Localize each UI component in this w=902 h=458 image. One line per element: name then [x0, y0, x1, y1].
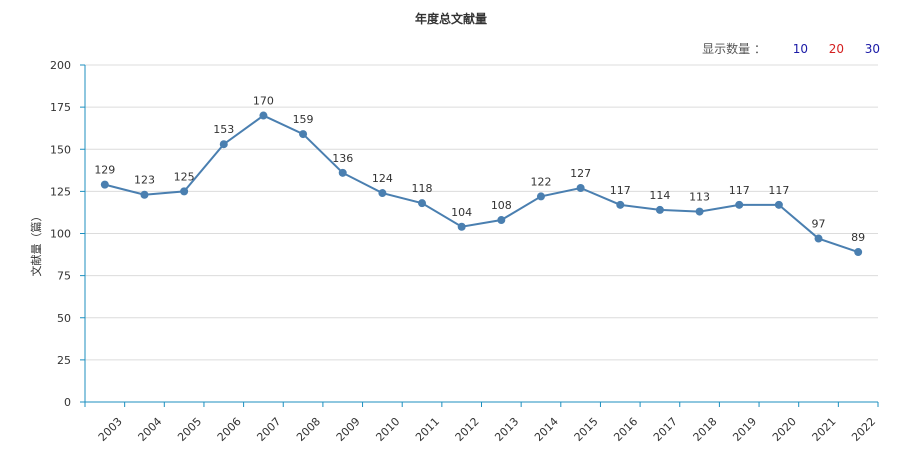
x-tick-label: 2017 — [651, 415, 680, 444]
x-tick-label: 2016 — [611, 415, 640, 444]
data-value-label: 117 — [729, 184, 750, 197]
data-value-label: 117 — [768, 184, 789, 197]
x-tick-label: 2007 — [254, 415, 283, 444]
x-tick-label: 2008 — [294, 415, 323, 444]
x-tick-label: 2010 — [373, 415, 402, 444]
data-point[interactable] — [219, 140, 228, 149]
data-points: 129 123 125 153 170 159 136 124 118 104 108 122 127 1… — [94, 95, 865, 257]
data-point[interactable] — [616, 200, 625, 209]
axes: 0 25 50 75 100 125 150 175 200 2003 2004 2005 2006 20… — [50, 59, 879, 444]
x-tick-label: 2018 — [691, 415, 720, 444]
x-tick-label: 2014 — [532, 415, 561, 444]
data-point[interactable] — [695, 207, 704, 216]
data-point[interactable] — [576, 184, 585, 193]
data-point[interactable] — [259, 111, 268, 120]
y-tick-label: 150 — [50, 143, 71, 156]
data-value-label: 170 — [253, 95, 274, 108]
y-tick-label: 50 — [57, 312, 71, 325]
data-point[interactable] — [814, 234, 823, 243]
x-tick-label: 2009 — [334, 415, 363, 444]
data-value-label: 108 — [491, 199, 512, 212]
x-tick-label: 2004 — [136, 415, 165, 444]
y-tick-label: 100 — [50, 228, 71, 241]
data-point[interactable] — [180, 187, 189, 196]
data-value-label: 125 — [174, 170, 195, 183]
y-tick-label: 0 — [64, 396, 71, 409]
display-count-selector: 显示数量 ： 10 20 30 — [702, 40, 880, 57]
data-point[interactable] — [774, 200, 783, 209]
data-point[interactable] — [140, 190, 149, 199]
y-tick-label: 200 — [50, 59, 71, 72]
data-value-label: 118 — [412, 182, 433, 195]
data-point[interactable] — [378, 189, 387, 198]
data-value-label: 104 — [451, 206, 472, 219]
chart-title: 年度总文献量 — [414, 12, 487, 26]
x-tick-label: 2013 — [492, 415, 521, 444]
x-tick-label: 2011 — [413, 415, 442, 444]
data-point[interactable] — [299, 130, 308, 139]
data-point[interactable] — [100, 180, 109, 189]
data-value-label: 97 — [812, 218, 826, 231]
data-value-label: 123 — [134, 174, 155, 187]
x-tick-label: 2022 — [849, 415, 878, 444]
display-count-20-option[interactable]: 20 — [828, 41, 844, 56]
data-point[interactable] — [655, 205, 664, 214]
display-count-30-option[interactable]: 30 — [864, 41, 880, 56]
data-value-label: 127 — [570, 167, 591, 180]
data-value-label: 114 — [649, 189, 670, 202]
data-point[interactable] — [854, 248, 863, 257]
x-tick-label: 2021 — [810, 415, 839, 444]
series-polyline — [104, 114, 859, 253]
data-point[interactable] — [497, 216, 506, 225]
data-value-label: 129 — [94, 164, 115, 177]
data-point[interactable] — [338, 168, 347, 177]
data-point[interactable] — [735, 200, 744, 209]
x-tick-label: 2003 — [96, 415, 125, 444]
x-tick-label: 2005 — [175, 415, 204, 444]
data-value-label: 122 — [530, 175, 551, 188]
data-point[interactable] — [536, 192, 545, 201]
x-tick-label: 2015 — [572, 415, 601, 444]
data-value-label: 124 — [372, 172, 393, 185]
y-tick-label: 175 — [50, 101, 71, 114]
data-point[interactable] — [418, 199, 427, 208]
data-value-label: 153 — [213, 123, 234, 136]
x-tick-label: 2019 — [730, 415, 759, 444]
data-value-label: 113 — [689, 191, 710, 204]
grid-lines — [85, 64, 878, 361]
display-count-10-option[interactable]: 10 — [792, 41, 808, 56]
x-tick-label: 2006 — [215, 415, 244, 444]
data-point[interactable] — [457, 222, 466, 231]
data-value-label: 159 — [293, 113, 314, 126]
y-axis-label: 文献量（篇） — [29, 211, 43, 277]
x-tick-label: 2012 — [453, 415, 482, 444]
series-line — [104, 114, 859, 253]
data-value-label: 89 — [851, 231, 865, 244]
y-tick-label: 125 — [50, 185, 71, 198]
x-tick-label: 2020 — [770, 415, 799, 444]
data-value-label: 136 — [332, 152, 353, 165]
data-value-label: 117 — [610, 184, 631, 197]
y-tick-label: 75 — [57, 270, 71, 283]
display-count-label: 显示数量 ： — [702, 42, 766, 56]
y-tick-label: 25 — [57, 354, 71, 367]
